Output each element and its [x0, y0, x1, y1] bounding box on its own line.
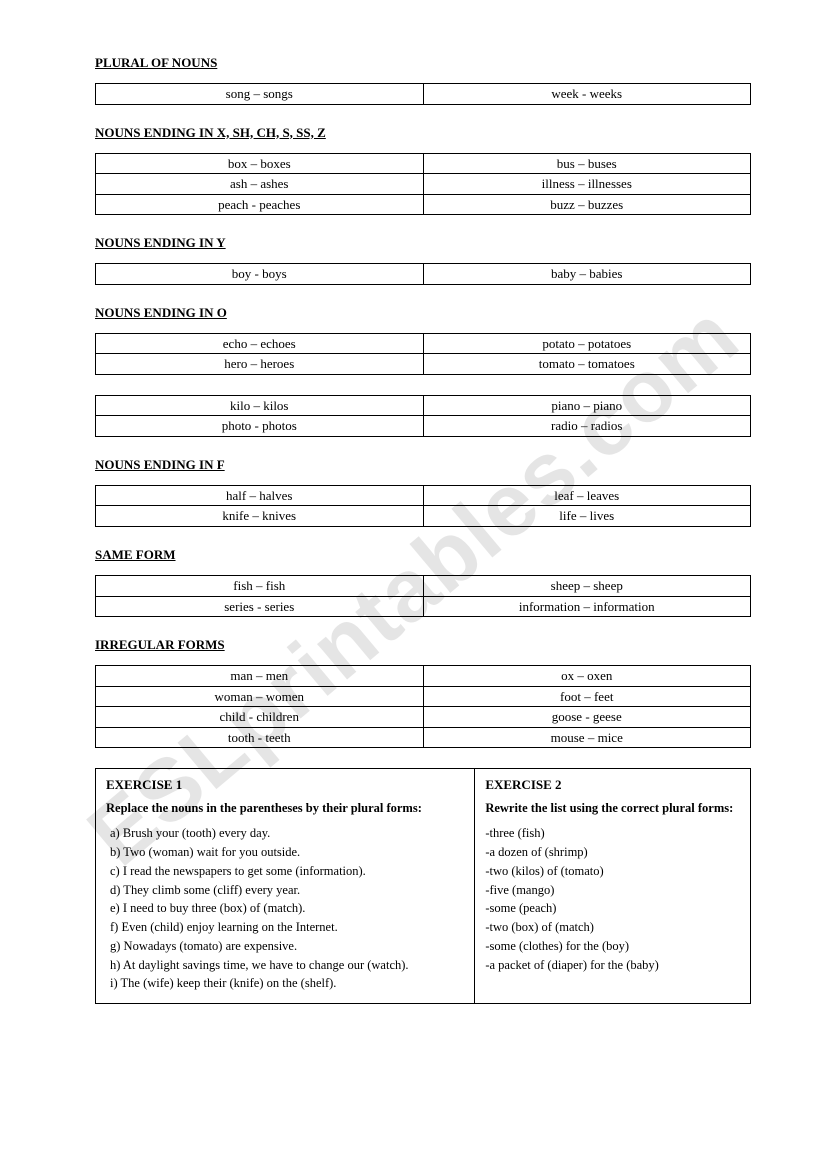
- table-row: child - childrengoose - geese: [96, 707, 751, 728]
- table-cell: leaf – leaves: [423, 485, 751, 506]
- table-row: echo – echoespotato – potatoes: [96, 333, 751, 354]
- section: NOUNS ENDING IN O echo – echoespotato – p…: [95, 305, 751, 437]
- table-cell: half – halves: [96, 485, 424, 506]
- table-cell: baby – babies: [423, 264, 751, 285]
- table-cell: ash – ashes: [96, 174, 424, 195]
- table-row: peach - peachesbuzz – buzzes: [96, 194, 751, 215]
- table-row: man – menox – oxen: [96, 666, 751, 687]
- table-row: knife – kniveslife – lives: [96, 506, 751, 527]
- table-row: half – halvesleaf – leaves: [96, 485, 751, 506]
- list-item: -three (fish): [485, 824, 740, 843]
- table-cell: goose - geese: [423, 707, 751, 728]
- exercise-1: EXERCISE 1 Replace the nouns in the pare…: [96, 769, 475, 1003]
- table-cell: man – men: [96, 666, 424, 687]
- table-cell: peach - peaches: [96, 194, 424, 215]
- exercise-2-title: EXERCISE 2: [485, 777, 740, 793]
- table-cell: piano – piano: [423, 395, 751, 416]
- table-cell: woman – women: [96, 686, 424, 707]
- section-title: NOUNS ENDING IN F: [95, 457, 751, 473]
- section-title: SAME FORM: [95, 547, 751, 563]
- section-title: IRREGULAR FORMS: [95, 637, 751, 653]
- table-cell: knife – knives: [96, 506, 424, 527]
- table-cell: child - children: [96, 707, 424, 728]
- list-item: -two (kilos) of (tomato): [485, 862, 740, 881]
- list-item: f) Even (child) enjoy learning on the In…: [110, 918, 464, 937]
- section-title: PLURAL OF NOUNS: [95, 55, 751, 71]
- table-row: boy - boysbaby – babies: [96, 264, 751, 285]
- list-item: c) I read the newspapers to get some (in…: [110, 862, 464, 881]
- exercise-2: EXERCISE 2 Rewrite the list using the co…: [475, 769, 750, 1003]
- table-cell: echo – echoes: [96, 333, 424, 354]
- table-row: photo - photosradio – radios: [96, 416, 751, 437]
- list-item: -five (mango): [485, 881, 740, 900]
- rules-table: box – boxesbus – busesash – ashesillness…: [95, 153, 751, 216]
- table-cell: week - weeks: [423, 84, 751, 105]
- exercise-1-list: a) Brush your (tooth) every day.b) Two (…: [106, 824, 464, 993]
- table-row: fish – fishsheep – sheep: [96, 576, 751, 597]
- table-cell: foot – feet: [423, 686, 751, 707]
- section-title: NOUNS ENDING IN Y: [95, 235, 751, 251]
- table-cell: radio – radios: [423, 416, 751, 437]
- table-cell: kilo – kilos: [96, 395, 424, 416]
- rules-table: song – songsweek - weeks: [95, 83, 751, 105]
- table-cell: mouse – mice: [423, 727, 751, 748]
- list-item: g) Nowadays (tomato) are expensive.: [110, 937, 464, 956]
- table-row: tooth - teethmouse – mice: [96, 727, 751, 748]
- rules-table: half – halvesleaf – leavesknife – knives…: [95, 485, 751, 527]
- table-cell: information – information: [423, 596, 751, 617]
- list-item: d) They climb some (cliff) every year.: [110, 881, 464, 900]
- section: NOUNS ENDING IN Y boy - boysbaby – babies: [95, 235, 751, 285]
- table-cell: ox – oxen: [423, 666, 751, 687]
- section-title: NOUNS ENDING IN O: [95, 305, 751, 321]
- exercise-1-instruction: Replace the nouns in the parentheses by …: [106, 801, 464, 816]
- table-cell: potato – potatoes: [423, 333, 751, 354]
- list-item: e) I need to buy three (box) of (match).: [110, 899, 464, 918]
- table-cell: bus – buses: [423, 153, 751, 174]
- section: PLURAL OF NOUNS song – songsweek - weeks: [95, 55, 751, 105]
- table-cell: fish – fish: [96, 576, 424, 597]
- list-item: a) Brush your (tooth) every day.: [110, 824, 464, 843]
- list-item: -a packet of (diaper) for the (baby): [485, 956, 740, 975]
- table-cell: sheep – sheep: [423, 576, 751, 597]
- table-row: woman – womenfoot – feet: [96, 686, 751, 707]
- section: NOUNS ENDING IN F half – halvesleaf – lea…: [95, 457, 751, 527]
- exercise-2-list: -three (fish)-a dozen of (shrimp)-two (k…: [485, 824, 740, 974]
- table-cell: box – boxes: [96, 153, 424, 174]
- table-cell: photo - photos: [96, 416, 424, 437]
- section: IRREGULAR FORMS man – menox – oxenwoman –…: [95, 637, 751, 748]
- table-cell: illness – illnesses: [423, 174, 751, 195]
- rules-table: echo – echoespotato – potatoeshero – her…: [95, 333, 751, 375]
- exercise-1-title: EXERCISE 1: [106, 777, 464, 793]
- table-row: ash – ashesillness – illnesses: [96, 174, 751, 195]
- table-cell: series - series: [96, 596, 424, 617]
- list-item: -some (clothes) for the (boy): [485, 937, 740, 956]
- section: NOUNS ENDING IN X, SH, CH, S, SS, Z box –…: [95, 125, 751, 216]
- table-cell: hero – heroes: [96, 354, 424, 375]
- list-item: -two (box) of (match): [485, 918, 740, 937]
- table-row: kilo – kilospiano – piano: [96, 395, 751, 416]
- list-item: h) At daylight savings time, we have to …: [110, 956, 464, 975]
- section: SAME FORM fish – fishsheep – sheepseries …: [95, 547, 751, 617]
- table-row: song – songsweek - weeks: [96, 84, 751, 105]
- table-cell: song – songs: [96, 84, 424, 105]
- table-row: hero – heroestomato – tomatoes: [96, 354, 751, 375]
- list-item: -some (peach): [485, 899, 740, 918]
- table-cell: tooth - teeth: [96, 727, 424, 748]
- table-cell: life – lives: [423, 506, 751, 527]
- list-item: -a dozen of (shrimp): [485, 843, 740, 862]
- rules-table: boy - boysbaby – babies: [95, 263, 751, 285]
- rules-table: man – menox – oxenwoman – womenfoot – fe…: [95, 665, 751, 748]
- table-cell: buzz – buzzes: [423, 194, 751, 215]
- rules-table: fish – fishsheep – sheepseries - seriesi…: [95, 575, 751, 617]
- table-row: series - seriesinformation – information: [96, 596, 751, 617]
- list-item: i) The (wife) keep their (knife) on the …: [110, 974, 464, 993]
- table-cell: tomato – tomatoes: [423, 354, 751, 375]
- rules-table: kilo – kilospiano – pianophoto - photosr…: [95, 395, 751, 437]
- exercise-2-instruction: Rewrite the list using the correct plura…: [485, 801, 740, 816]
- list-item: b) Two (woman) wait for you outside.: [110, 843, 464, 862]
- section-title: NOUNS ENDING IN X, SH, CH, S, SS, Z: [95, 125, 751, 141]
- exercises-container: EXERCISE 1 Replace the nouns in the pare…: [95, 768, 751, 1004]
- table-row: box – boxesbus – buses: [96, 153, 751, 174]
- table-cell: boy - boys: [96, 264, 424, 285]
